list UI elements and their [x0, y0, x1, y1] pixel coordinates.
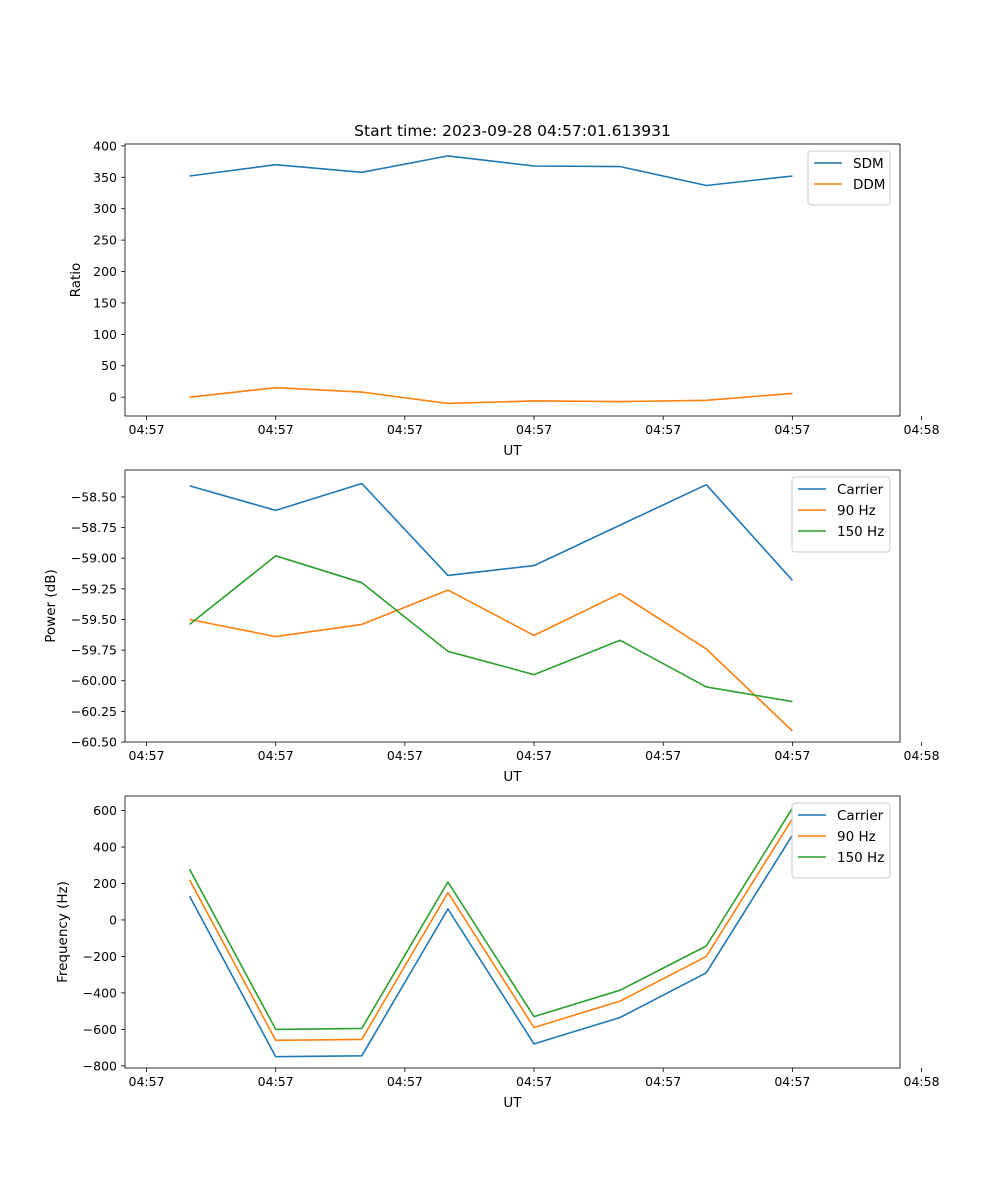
legend: SDM DDM — [807, 150, 891, 206]
legend-label: 150 Hz — [837, 850, 884, 866]
x-tick-label: 04:57 — [258, 422, 294, 437]
plot-frame — [124, 469, 901, 743]
x-tick-label: 04:57 — [129, 422, 165, 437]
y-axis-label: Frequency (Hz) — [55, 881, 71, 983]
x-tick-label: 04:57 — [387, 422, 423, 437]
x-tick-label: 04:57 — [258, 748, 294, 763]
x-tick-label: 04:57 — [645, 1074, 681, 1089]
x-tick-label: 04:58 — [904, 422, 940, 437]
legend-label: Carrier — [837, 808, 884, 824]
y-tick-label: 200 — [93, 876, 117, 891]
y-tick-label: 600 — [93, 803, 117, 818]
legend-label: 90 Hz — [837, 503, 876, 519]
chart-panel-2: 04:57 04:57 04:57 04:57 04:57 04:57 04:58 −60.5… — [43, 469, 940, 785]
legend-box — [791, 802, 891, 879]
y-tick-label: 100 — [93, 327, 117, 342]
x-tick-label: 04:57 — [645, 748, 681, 763]
x-tick-label: 04:57 — [129, 748, 165, 763]
x-tick-label: 04:58 — [904, 1074, 940, 1089]
x-tick-label: 04:57 — [516, 422, 552, 437]
y-tick-label: −600 — [83, 1022, 117, 1037]
x-tick-label: 04:57 — [258, 1074, 294, 1089]
x-tick-label: 04:57 — [774, 748, 810, 763]
y-tick-label: 50 — [101, 358, 117, 373]
legend-label: SDM — [853, 156, 884, 172]
y-tick-label: −58.50 — [71, 489, 117, 504]
y-tick-label: −58.75 — [71, 520, 117, 535]
y-tick-label: 150 — [93, 295, 117, 310]
y-tick-label: −200 — [83, 949, 117, 964]
series-line-90-hz — [188, 818, 794, 1042]
y-tick-label: 0 — [109, 912, 117, 927]
x-axis-label: UT — [503, 1095, 522, 1111]
y-tick-label: −60.25 — [71, 704, 117, 719]
x-tick-label: 04:57 — [516, 748, 552, 763]
chart-panel-3: 04:57 04:57 04:57 04:57 04:57 04:57 04:58 −800 −… — [55, 795, 940, 1111]
legend-box — [791, 476, 891, 553]
y-tick-label: 350 — [93, 170, 117, 185]
series-line-ddm — [189, 386, 793, 405]
y-axis-label: Ratio — [68, 263, 84, 298]
x-axis-label: UT — [503, 443, 522, 459]
x-tick-label: 04:58 — [904, 748, 940, 763]
x-tick-label: 04:57 — [516, 1074, 552, 1089]
y-tick-label: −59.00 — [71, 551, 117, 566]
x-tick-label: 04:57 — [387, 748, 423, 763]
legend-label: 150 Hz — [837, 524, 884, 540]
chart-panel-1: Start time: 2023-09-28 04:57:01.61393104… — [68, 122, 940, 459]
x-tick-label: 04:57 — [774, 422, 810, 437]
series-line-150-hz — [189, 554, 793, 703]
series-line-90-hz — [189, 589, 793, 732]
y-tick-label: 200 — [93, 264, 117, 279]
series-line-sdm — [189, 155, 793, 187]
legend-box — [807, 150, 891, 206]
y-tick-label: −60.50 — [71, 735, 117, 750]
legend-label: Carrier — [837, 482, 884, 498]
y-axis-label: Power (dB) — [43, 569, 59, 642]
y-tick-label: −400 — [83, 985, 117, 1000]
series-line-carrier — [189, 482, 793, 581]
y-tick-label: 250 — [93, 233, 117, 248]
series-line-150-hz — [188, 807, 794, 1031]
y-tick-label: 400 — [93, 840, 117, 855]
chart-title: Start time: 2023-09-28 04:57:01.613931 — [354, 122, 671, 140]
legend-label: DDM — [853, 177, 885, 193]
x-tick-label: 04:57 — [387, 1074, 423, 1089]
series-line-carrier — [188, 834, 794, 1058]
y-tick-label: 0 — [109, 390, 117, 405]
y-tick-label: 400 — [93, 138, 117, 153]
x-tick-label: 04:57 — [645, 422, 681, 437]
plot-frame — [124, 795, 901, 1069]
y-tick-label: −60.00 — [71, 673, 117, 688]
legend: Carrier 90 Hz 150 Hz — [791, 476, 891, 553]
x-axis-label: UT — [503, 769, 522, 785]
legend: Carrier 90 Hz 150 Hz — [791, 802, 891, 879]
y-tick-label: −800 — [83, 1058, 117, 1073]
x-tick-label: 04:57 — [774, 1074, 810, 1089]
legend-label: 90 Hz — [837, 829, 876, 845]
x-tick-label: 04:57 — [129, 1074, 165, 1089]
y-tick-label: 300 — [93, 201, 117, 216]
y-tick-label: −59.25 — [71, 581, 117, 596]
y-tick-label: −59.50 — [71, 612, 117, 627]
plot-frame — [124, 143, 901, 417]
y-tick-label: −59.75 — [71, 643, 117, 658]
